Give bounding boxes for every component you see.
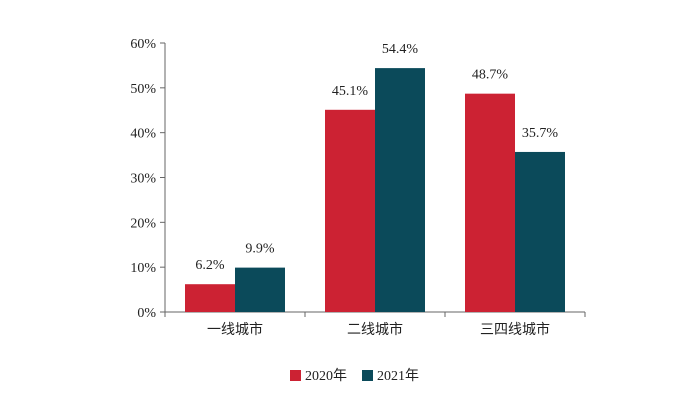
y-tick-label: 10%	[130, 261, 156, 276]
y-tick-label: 30%	[130, 172, 156, 187]
legend: 2020年 2021年	[290, 368, 419, 384]
y-tick-label: 50%	[130, 82, 156, 97]
bar	[185, 284, 235, 312]
x-category-label: 二线城市	[347, 321, 403, 338]
data-label: 45.1%	[332, 84, 369, 99]
x-category-label: 三四线城市	[480, 321, 550, 338]
data-label: 48.7%	[472, 68, 509, 83]
data-label: 6.2%	[195, 258, 225, 273]
x-category-label: 一线城市	[207, 321, 263, 338]
y-tick-label: 0%	[137, 306, 156, 321]
x-axis: 一线城市 二线城市 三四线城市	[164, 311, 586, 338]
y-tick-label: 60%	[130, 37, 156, 52]
data-label: 54.4%	[382, 42, 419, 57]
legend-label: 2020年	[305, 368, 347, 384]
y-axis: 0% 10% 20% 30% 40% 50% 60%	[130, 37, 166, 321]
legend-swatch	[290, 370, 301, 381]
y-tick-label: 40%	[130, 127, 156, 142]
bar	[465, 93, 515, 312]
bar	[325, 109, 375, 312]
bar	[235, 267, 285, 312]
legend-label: 2021年	[377, 368, 419, 384]
data-label: 35.7%	[522, 126, 559, 141]
bar	[515, 151, 565, 312]
data-labels: 6.2% 45.1% 48.7% 9.9% 54.4% 35.7%	[195, 42, 558, 273]
bars	[185, 68, 565, 313]
y-tick-label: 20%	[130, 216, 156, 231]
data-label: 9.9%	[245, 242, 275, 257]
bar	[375, 68, 425, 313]
legend-swatch	[362, 370, 373, 381]
